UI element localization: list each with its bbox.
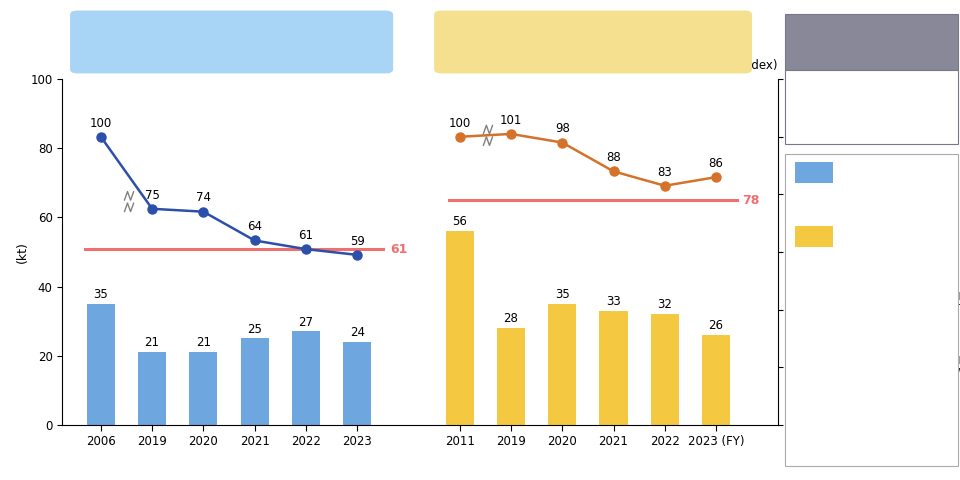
Text: 26: 26	[708, 319, 724, 332]
Text: 101: 101	[500, 114, 522, 127]
Bar	[138, 352, 166, 425]
Bar	[86, 304, 115, 425]
Text: 56: 56	[452, 216, 468, 228]
Text: 21: 21	[145, 336, 159, 349]
Text: 100: 100	[89, 117, 112, 130]
Text: Overseas
CO₂ emission: Overseas CO₂ emission	[845, 226, 917, 248]
Text: Overseas: Overseas	[546, 33, 640, 51]
Text: 59: 59	[349, 235, 365, 248]
Text: 35: 35	[93, 288, 108, 301]
Text: 88: 88	[606, 151, 621, 164]
Text: 35: 35	[555, 288, 569, 301]
Text: Japan: Japan	[204, 33, 260, 51]
Text: 98: 98	[555, 122, 569, 135]
Text: 74: 74	[196, 192, 211, 204]
Bar	[189, 352, 218, 425]
Text: 78: 78	[742, 193, 759, 207]
Text: Japan
CO₂ emission: Japan CO₂ emission	[845, 162, 917, 184]
Bar	[343, 342, 372, 425]
Text: 64: 64	[247, 220, 262, 233]
Y-axis label: (kt): (kt)	[16, 241, 29, 263]
Bar	[651, 314, 679, 425]
Text: 75: 75	[145, 189, 159, 202]
Text: 33: 33	[606, 295, 621, 308]
Bar	[445, 231, 474, 425]
Text: 27: 27	[299, 316, 313, 329]
Bar	[241, 338, 269, 425]
Text: 100: 100	[448, 117, 470, 130]
Text: 2030 Target: 2030 Target	[845, 424, 910, 434]
Bar	[292, 332, 320, 425]
Text: Scope of aggregate
calculation for CO₂: Scope of aggregate calculation for CO₂	[808, 30, 935, 54]
Text: 21: 21	[196, 336, 211, 349]
Bar	[702, 335, 731, 425]
Text: CO₂ basic unit index per
Komatsu cargo weight: CO₂ basic unit index per Komatsu cargo w…	[845, 289, 960, 312]
Text: 61: 61	[299, 229, 313, 242]
Text: 24: 24	[349, 326, 365, 339]
Bar	[497, 328, 525, 425]
Text: CO₂ basic unit index per
international cargo weight: CO₂ basic unit index per international c…	[845, 354, 960, 376]
Text: (Basic unit Index): (Basic unit Index)	[674, 60, 778, 72]
Text: 86: 86	[708, 157, 724, 170]
Text: Japan: 16 business sites
Overseas: 10 business sites: Japan: 16 business sites Overseas: 10 bu…	[793, 78, 951, 103]
Text: 61: 61	[391, 242, 408, 256]
Bar	[548, 304, 576, 425]
Text: 83: 83	[658, 166, 672, 179]
Bar	[599, 311, 628, 425]
Text: 28: 28	[504, 312, 518, 325]
Text: 32: 32	[658, 299, 672, 312]
Text: 25: 25	[248, 323, 262, 336]
